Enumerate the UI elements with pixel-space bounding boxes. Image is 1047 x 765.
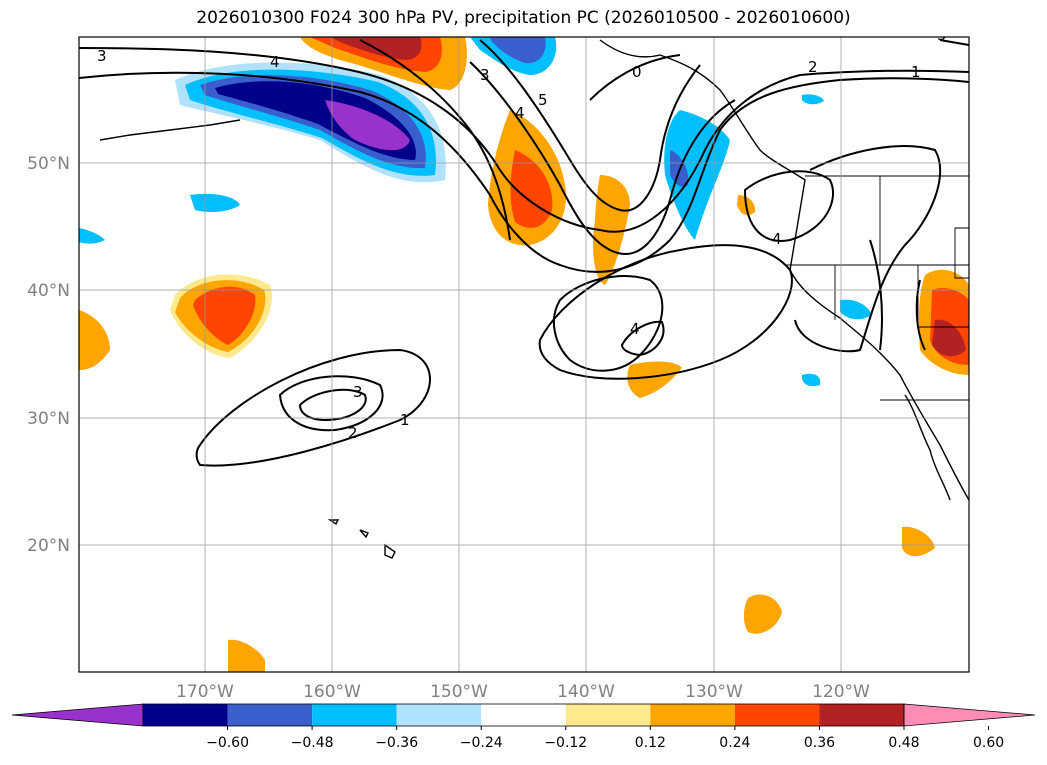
- contour-label: 2: [348, 424, 358, 442]
- contour-label: 2: [808, 58, 818, 76]
- colorbar-tick-label: −0.60: [206, 735, 249, 751]
- lon-label: 150°W: [430, 682, 488, 702]
- map-title: 2026010300 F024 300 hPa PV, precipitatio…: [196, 8, 851, 28]
- lat-label: 20°N: [27, 536, 70, 556]
- contour-labels: 3 4 5 3 4 0 2 1 5 4 4 3 2 1: [97, 26, 947, 442]
- colorbar-extend-high: [903, 703, 1036, 727]
- contour-label: 3: [97, 47, 107, 65]
- colorbar-tick-label: −0.48: [291, 735, 334, 751]
- contour-label: 4: [630, 320, 640, 338]
- colorbar-swatch: [227, 704, 313, 726]
- contour-label: 4: [772, 230, 782, 248]
- lon-label: 130°W: [685, 682, 743, 702]
- lon-label: 120°W: [812, 682, 870, 702]
- colorbar-extend-low: [11, 703, 144, 727]
- lon-label: 160°W: [303, 682, 361, 702]
- colorbar-tick-label: 0.60: [973, 735, 1004, 751]
- colorbar-swatch: [312, 704, 397, 726]
- lon-labels: 170°W 160°W 150°W 140°W 130°W 120°W: [176, 682, 870, 702]
- contour-label: 1: [911, 63, 921, 81]
- lon-label: 140°W: [557, 682, 615, 702]
- lon-label: 170°W: [176, 682, 234, 702]
- colorbar-tick-label: 0.36: [804, 735, 835, 751]
- contour-label: 0: [632, 63, 642, 81]
- colorbar-swatch: [396, 704, 482, 726]
- map-frame: [78, 36, 970, 673]
- colorbar-swatch: [734, 704, 820, 726]
- contour-label: 4: [515, 104, 525, 122]
- contour-label: 1: [400, 411, 410, 429]
- contour-label: 5: [538, 91, 548, 109]
- colorbar-swatch: [565, 704, 651, 726]
- lat-labels: 50°N 40°N 30°N 20°N: [27, 154, 70, 556]
- lat-label: 40°N: [27, 281, 70, 301]
- colorbar-frame: [142, 703, 905, 727]
- colorbar-swatch: [819, 704, 904, 726]
- colorbar-tick-label: 0.48: [888, 735, 919, 751]
- colorbar-swatch: [650, 704, 735, 726]
- colorbar: −0.60 −0.48 −0.36 −0.24 −0.12 0.12 0.24 0.36 0.4…: [11, 703, 1036, 751]
- colorbar-tick-label: −0.24: [460, 735, 503, 751]
- pv-contours: [79, 39, 969, 467]
- contour-label: 3: [480, 66, 490, 84]
- gridlines: [79, 37, 969, 672]
- colorbar-tick-label: 0.24: [719, 735, 750, 751]
- colorbar-tick-label: −0.36: [375, 735, 418, 751]
- colorbar-tick-label: −0.12: [544, 735, 587, 751]
- colorbar-swatch: [481, 704, 566, 726]
- contour-label: 3: [353, 383, 363, 401]
- colorbar-swatch: [143, 704, 228, 726]
- contour-label: 5: [937, 26, 947, 44]
- lat-label: 50°N: [27, 154, 70, 174]
- colorbar-tick-label: 0.12: [635, 735, 666, 751]
- lat-label: 30°N: [27, 409, 70, 429]
- contour-label: 4: [270, 53, 280, 71]
